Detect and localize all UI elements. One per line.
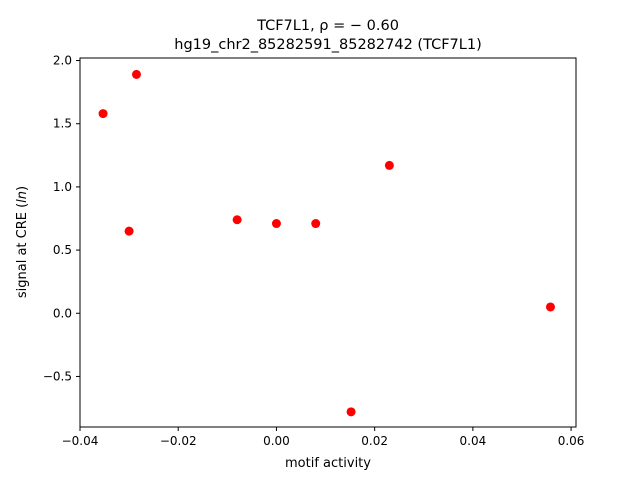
scatter-point	[545, 302, 555, 312]
x-tick-label: −0.04	[62, 434, 99, 448]
y-tick-label: 1.5	[53, 117, 72, 131]
x-tick-label: −0.02	[160, 434, 197, 448]
plot-area-frame	[79, 57, 577, 428]
y-tick-label: −0.5	[43, 369, 72, 383]
scatter-point	[311, 219, 321, 229]
x-axis-ticks: −0.04 −0.02 0.00 0.02 0.04 0.06	[62, 427, 585, 448]
scatter-point	[98, 109, 108, 119]
y-axis-label-text: signal at CRE (	[15, 203, 30, 298]
chart-title-line2: hg19_chr2_85282591_85282742 (TCF7L1)	[174, 37, 481, 53]
chart-title-line1: TCF7L1, ρ = − 0.60	[256, 18, 399, 34]
y-axis-label: signal at CRE (ln)	[15, 186, 30, 298]
scatter-point	[124, 226, 134, 236]
scatter-point	[131, 69, 141, 79]
y-tick-label: 0.0	[53, 306, 72, 320]
x-tick-label: 0.02	[361, 434, 388, 448]
y-axis-ticks: −0.5 0.0 0.5 1.0 1.5 2.0	[43, 54, 80, 383]
x-tick-label: 0.04	[460, 434, 487, 448]
data-points	[98, 69, 555, 417]
y-tick-label: 0.5	[53, 243, 72, 257]
x-tick-label: 0.06	[558, 434, 585, 448]
scatter-point	[271, 219, 281, 229]
scatter-point	[232, 215, 242, 225]
y-tick-label: 2.0	[53, 54, 72, 68]
scatter-point	[346, 407, 356, 417]
x-axis-label: motif activity	[285, 456, 371, 471]
x-tick-label: 0.00	[263, 434, 290, 448]
y-axis-label-unit: ln	[15, 191, 30, 203]
y-tick-label: 1.0	[53, 180, 72, 194]
scatter-point	[384, 160, 394, 170]
